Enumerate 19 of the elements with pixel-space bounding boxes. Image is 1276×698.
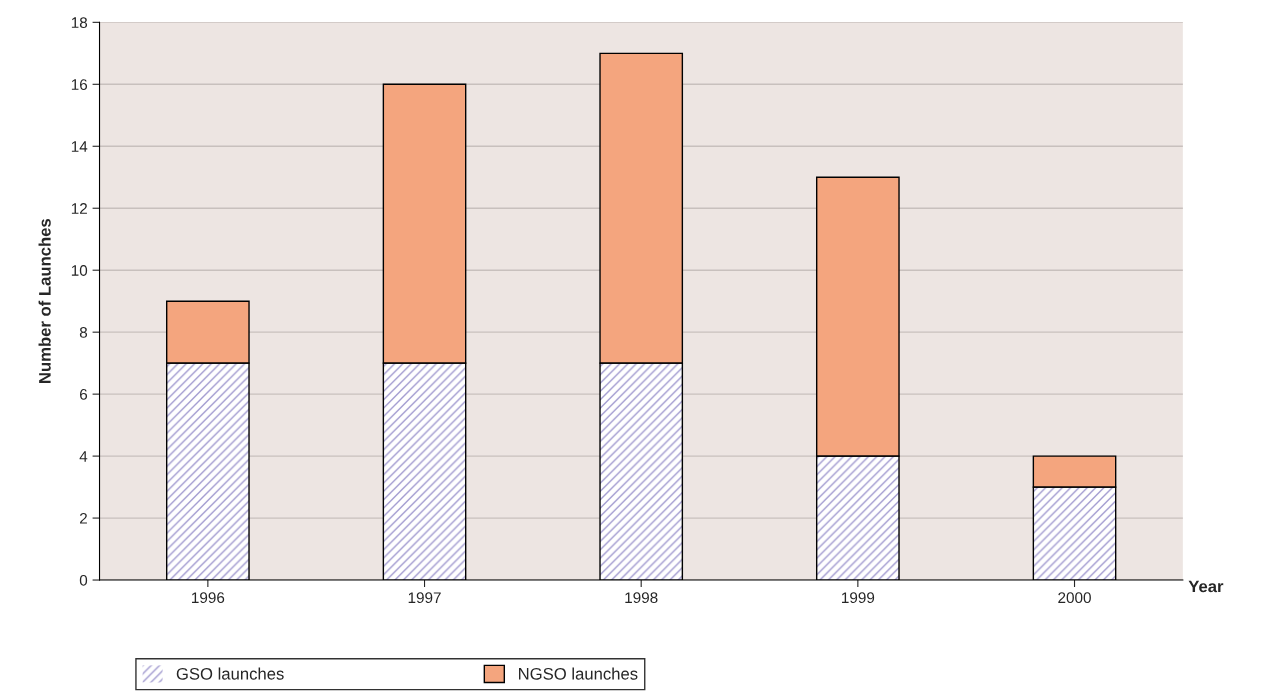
legend-label: NGSO launches (519, 667, 638, 680)
y-tick-label: 6 (80, 389, 88, 400)
y-tick-label: 2 (80, 512, 87, 524)
y-tick-label: 8 (79, 327, 88, 338)
x-axis-title: Year (1188, 580, 1224, 593)
y-tick-label: 10 (71, 265, 88, 276)
legend-label: GSO launches (176, 667, 284, 680)
y-tick-label: 0 (79, 574, 88, 586)
y-tick-label: 12 (71, 203, 87, 214)
x-tick-label: 1998 (625, 592, 658, 604)
x-tick-label: 1996 (192, 592, 225, 604)
y-tick-label: 4 (79, 451, 88, 462)
y-tick-label: 16 (71, 79, 88, 90)
y-axis-title: Number of Launches (38, 218, 51, 383)
x-tick-label: 1999 (842, 592, 875, 604)
y-tick-label: 14 (71, 141, 88, 152)
x-tick-label: 1997 (408, 592, 441, 604)
y-tick-label: 18 (71, 17, 88, 29)
x-tick-label: 2000 (1058, 592, 1091, 604)
